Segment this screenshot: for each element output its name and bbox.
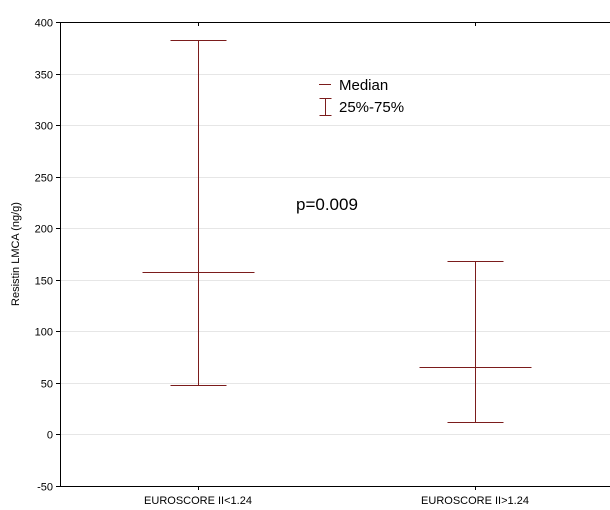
series-mark [142,40,255,386]
y-tick-label: 0 [47,430,53,442]
y-tick-label: 50 [41,379,53,391]
y-tick-label: 300 [35,121,53,133]
x-axis: EUROSCORE II<1.24 EUROSCORE II>1.24 [144,22,529,507]
p-value-annotation: p=0.009 [296,195,358,214]
y-tick-label: 100 [35,327,53,339]
x-category-label: EUROSCORE II>1.24 [421,495,529,507]
y-tick-label: 250 [35,173,53,185]
y-tick-label: 400 [35,18,53,30]
legend-range-symbol [319,98,332,116]
y-axis-label: Resistin LMCA (ng/g) [10,202,22,306]
x-category-label: EUROSCORE II<1.24 [144,495,252,507]
y-tick-label: 200 [35,224,53,236]
y-axis: -50 0 50 100 150 200 250 300 350 400 [35,18,60,494]
y-tick-label: -50 [37,482,53,494]
legend: Median 25%-75% [319,77,404,116]
legend-range-label: 25%-75% [339,99,404,116]
legend-median-label: Median [339,77,388,94]
y-tick-label: 150 [35,276,53,288]
plot-frame [60,22,610,487]
series-group [142,40,532,423]
series-mark [419,261,532,423]
y-tick-label: 350 [35,70,53,82]
grid [60,74,610,435]
